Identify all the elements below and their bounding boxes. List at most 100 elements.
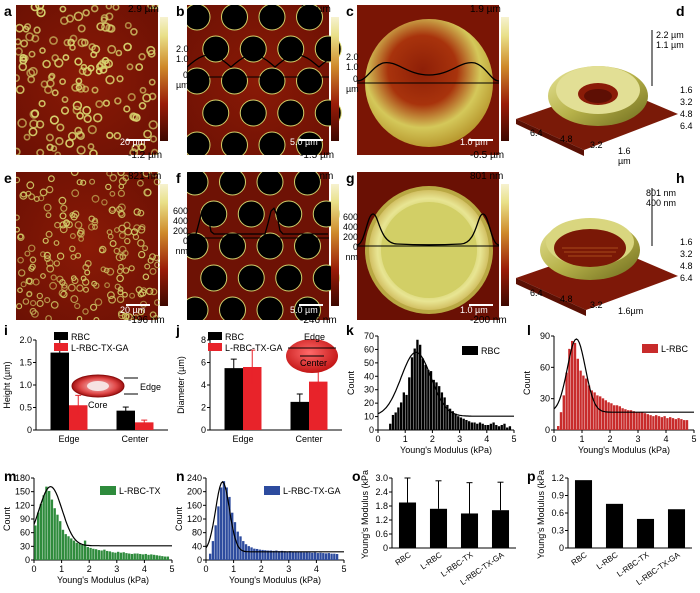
histogram-bar [435, 382, 438, 430]
panel-letter: d [676, 3, 685, 19]
panel-letter: k [346, 322, 354, 338]
histogram-bar [319, 552, 322, 560]
y-tick-label: 180 [15, 473, 30, 483]
x-tick-label: 2 [87, 564, 92, 574]
bar [243, 367, 262, 430]
histogram-bar [308, 552, 311, 560]
histogram-bar [67, 536, 70, 560]
annotation-center: Center [300, 358, 327, 368]
histogram-bar [72, 540, 76, 560]
x-tick-label: Edge [232, 434, 253, 444]
histogram-bar [596, 395, 599, 430]
y-tick-label: 6 [201, 358, 206, 368]
y-axis-label: Height (µm) [2, 361, 12, 408]
histogram-bar [147, 554, 150, 560]
chart-n: 0 40 80 120 160 200 240 Count 0 1 2 3 4 5 Young's Modu… [174, 473, 347, 585]
histogram-bar [105, 550, 109, 560]
y-tick-label: 40 [192, 541, 202, 551]
chart-i: 0 0.5 1.0 1.5 2.0 Height (µm) Edge Center RBCL-R… [2, 332, 168, 444]
y-axis-label: Young's Modulus (kPa) [536, 470, 546, 559]
bar [667, 509, 686, 548]
y-tick-label: 2.0 [19, 335, 32, 345]
histogram-bar [432, 379, 435, 430]
histogram-bar [327, 553, 330, 560]
histogram-bar [286, 551, 289, 560]
x-axis-label: Young's Modulus (kPa) [229, 575, 321, 585]
histogram-bar [155, 555, 158, 560]
histogram-bar [231, 512, 234, 560]
y-tick-label: 90 [20, 514, 30, 524]
y-tick-label: 120 [15, 500, 30, 510]
y-tick-label: 1.0 [19, 380, 32, 390]
x-axis-label: Young's Modulus (kPa) [57, 575, 149, 585]
y-tick-label: 120 [187, 514, 202, 524]
histogram-bar [294, 551, 297, 560]
histogram-bar [158, 555, 161, 560]
histogram-bar [397, 407, 400, 430]
scalebar-label: 5.0 µm [290, 305, 318, 315]
histogram-bar [610, 403, 613, 430]
panel-letter: b [176, 3, 185, 19]
histogram-bar [103, 549, 106, 560]
histogram-bar [217, 506, 220, 560]
histogram-bar [75, 542, 78, 560]
scale-top: 821 nm [128, 171, 162, 182]
histogram-bar [655, 415, 658, 430]
profile-yticks: 600 400 200 0 nm [342, 212, 358, 262]
x-tick-label: 4 [142, 564, 147, 574]
histogram-bar [261, 549, 264, 560]
histogram-bar [36, 512, 40, 560]
histogram-bar [250, 547, 253, 560]
x-tick-label: Center [295, 434, 322, 444]
histogram-bar [289, 551, 292, 560]
histogram-bar [410, 357, 414, 430]
histogram-bar [275, 550, 278, 560]
scale-bottom: -0.5 µm [470, 150, 505, 161]
histogram-bar [495, 424, 498, 430]
histogram-bar [419, 344, 422, 430]
afm-image-e [16, 172, 172, 320]
histogram-bar [280, 550, 284, 560]
x-tick-label: 4 [484, 434, 489, 444]
histogram-bar [568, 348, 571, 430]
histogram-bar [258, 549, 261, 560]
histogram-bar [81, 544, 84, 560]
x-tick-label: Center [121, 434, 148, 444]
histogram-bar [576, 358, 579, 430]
x-axis-label: Young's Modulus (kPa) [578, 445, 670, 455]
y-tick-label: 50 [364, 358, 374, 368]
afm-image-f [187, 172, 343, 320]
chart-k: 0 10 20 30 40 50 60 70 Count 0 1 2 3 4 5 Young's Modulu… [346, 331, 517, 455]
histogram-bar [133, 553, 136, 560]
histogram-bar [629, 410, 633, 430]
x-tick-label: Edge [58, 434, 79, 444]
histogram-bar [150, 554, 153, 560]
histogram-bar [448, 408, 452, 430]
histogram-bar [618, 406, 621, 430]
histogram-bar [459, 417, 463, 430]
y-ticks-right: 1.6 3.2 4.8 6.4 [680, 237, 693, 283]
histogram-bar [48, 490, 51, 560]
histogram-bar [208, 553, 212, 560]
histogram-bar [214, 525, 217, 560]
annotation-edge: Edge [304, 332, 325, 342]
x-tick-label: 3 [635, 434, 640, 444]
chart-p: 0 0.3 0.6 0.9 1.2 Young's Modulus (kPa) RBC L-R… [536, 470, 692, 587]
y-tick-label: 60 [20, 528, 30, 538]
x-tick-label: 1 [59, 564, 64, 574]
histogram-bar [657, 416, 661, 430]
histogram-bar [685, 420, 689, 430]
histogram-bar [506, 427, 509, 430]
histogram-bar [399, 402, 403, 430]
histogram-bar [394, 412, 397, 430]
y-axis-label: Diameter (µm) [176, 356, 186, 414]
histogram-bar [97, 550, 101, 560]
histogram-bar [92, 548, 95, 560]
y-tick-label: 10 [364, 412, 374, 422]
histogram-bar [593, 392, 596, 430]
x-tick-label: 0 [375, 434, 380, 444]
legend-swatch [264, 486, 280, 495]
histogram-bar [571, 340, 574, 430]
histogram-bar [467, 421, 471, 430]
x-tick-label: 5 [691, 434, 696, 444]
